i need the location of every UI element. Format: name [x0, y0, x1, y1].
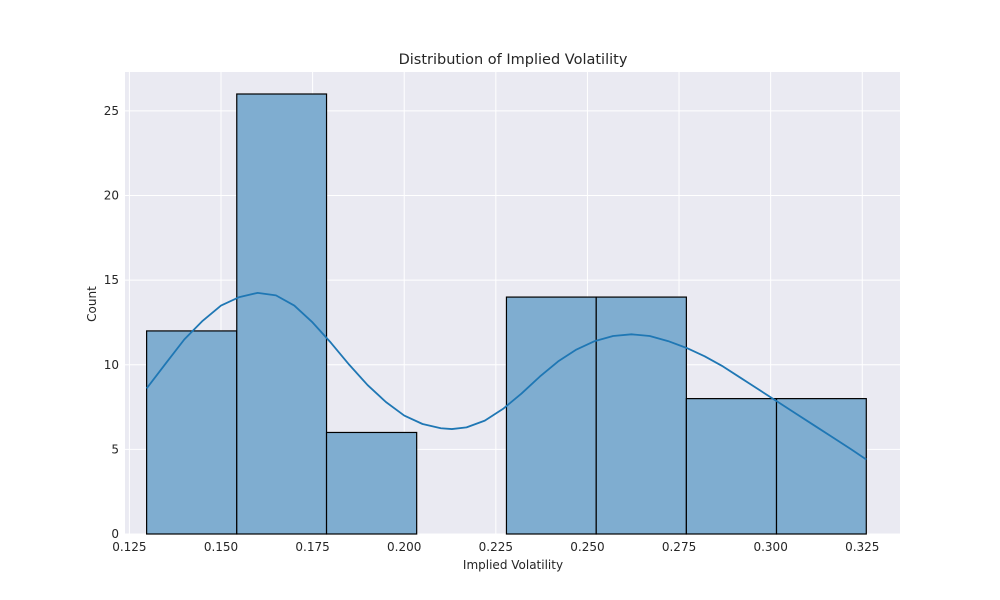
- x-tick-label: 0.225: [479, 540, 513, 554]
- y-tick-label: 25: [104, 104, 119, 118]
- x-tick-label: 0.325: [845, 540, 879, 554]
- histogram-bar: [325, 431, 418, 535]
- histogram-bar: [685, 398, 778, 535]
- x-tick-label: 0.250: [570, 540, 604, 554]
- kde-curve: [145, 291, 867, 461]
- x-tick-label: 0.300: [753, 540, 787, 554]
- histogram-bars: [146, 93, 867, 535]
- y-tick-label: 15: [104, 273, 119, 287]
- histogram-bar: [146, 330, 238, 535]
- x-tick-label: 0.200: [387, 540, 421, 554]
- histogram-bar: [775, 398, 867, 535]
- x-tick-label: 0.275: [662, 540, 696, 554]
- y-tick-label: 10: [104, 358, 119, 372]
- histogram-bar: [595, 296, 687, 535]
- x-tick-label: 0.175: [295, 540, 329, 554]
- x-tick-label: 0.125: [112, 540, 146, 554]
- y-tick-label: 5: [111, 442, 119, 456]
- y-tick-label: 0: [111, 527, 119, 541]
- x-axis-label: Implied Volatility: [463, 558, 563, 572]
- x-tick-labels: 0.125 0.150 0.175 0.200 0.225 0.250 0.275 0.300…: [112, 540, 879, 554]
- y-tick-labels: 0 5 10 15 20 25: [104, 104, 119, 541]
- histogram-bar: [236, 93, 328, 535]
- histogram-bar: [505, 296, 597, 535]
- y-axis-label: Count: [85, 286, 99, 322]
- x-tick-label: 0.150: [204, 540, 238, 554]
- chart-title: Distribution of Implied Volatility: [399, 52, 628, 68]
- y-tick-label: 20: [104, 189, 119, 203]
